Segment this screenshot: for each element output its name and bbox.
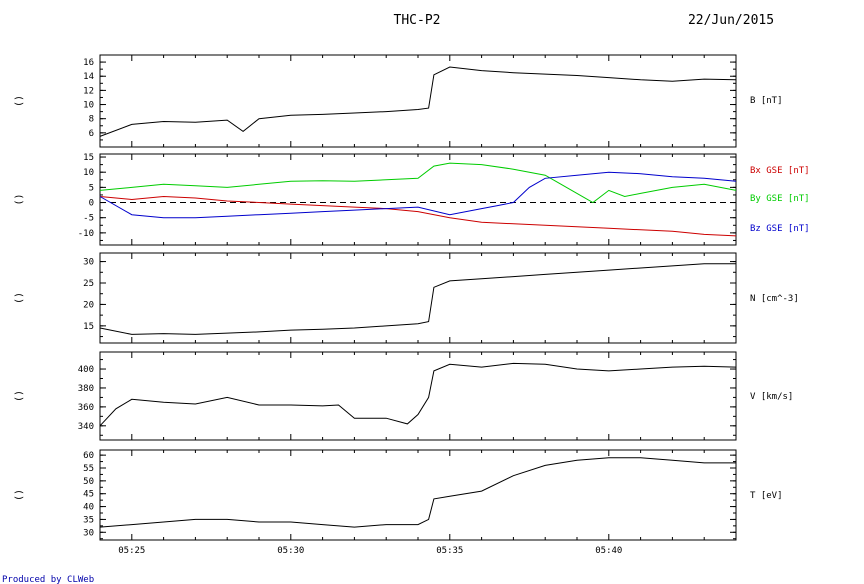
x-tick-label: 05:35 — [436, 546, 463, 556]
y-tick-label: 60 — [83, 451, 94, 461]
x-tick-label: 05:25 — [118, 546, 145, 556]
series-n-cm-3-line — [99, 263, 736, 335]
y-tick-label: 15 — [83, 153, 94, 163]
panel-side-label: () — [14, 292, 25, 304]
y-tick-label: 380 — [78, 384, 94, 394]
y-tick-label: 30 — [83, 528, 94, 538]
series-by-gse-nt-label: By GSE [nT] — [750, 194, 810, 204]
panel-n: 15 20 25 30 () N [cm^-3] — [14, 252, 799, 344]
panel-b: 6 8 10 12 14 16 () B [nT] — [14, 54, 783, 148]
y-tick-label: 8 — [89, 115, 94, 125]
panel-frame — [99, 153, 737, 246]
y-tick-label: 16 — [83, 58, 94, 68]
y-tick-label: 340 — [78, 422, 94, 432]
y-tick-label: -5 — [83, 214, 94, 224]
panel-side-label: () — [14, 489, 25, 501]
y-tick-label: 5 — [89, 183, 94, 193]
series-bx-gse-nt-line — [99, 195, 737, 237]
y-tick-label: 14 — [83, 72, 94, 82]
panel-side-label: () — [14, 390, 25, 402]
y-tick-label: 40 — [83, 503, 94, 513]
y-tick-label: 10 — [83, 101, 94, 111]
series-by-gse-nt-line — [99, 162, 737, 204]
panel-side-label: () — [14, 95, 25, 107]
panel-b-gse: -10 -5 0 5 10 15 () Bx GSE [nT] By GSE [nT] Bz GS… — [14, 153, 810, 246]
panels: 6 8 10 12 14 16 () B [nT] -10 -5 0 5 10 15 () Bx GSE [n… — [14, 54, 810, 556]
series-b-nt-label: B [nT] — [750, 96, 783, 106]
panel-t: 30 35 40 45 50 55 60 () T [eV] 05:25 05:30 05:35 05:… — [14, 449, 783, 556]
series-v-km-s-label: V [km/s] — [750, 392, 793, 402]
series-t-ev-line — [99, 457, 736, 528]
y-tick-label: 15 — [83, 322, 94, 332]
y-tick-label: 10 — [83, 168, 94, 178]
x-tick-label: 05:30 — [277, 546, 304, 556]
series-b-nt-line — [99, 66, 737, 137]
figure-title: THC-P2 — [394, 13, 441, 28]
y-tick-label: 30 — [83, 258, 94, 268]
y-tick-label: 35 — [83, 515, 94, 525]
panel-frame — [99, 54, 737, 148]
y-tick-label: -10 — [78, 229, 94, 239]
y-tick-label: 360 — [78, 403, 94, 413]
y-tick-label: 20 — [83, 300, 94, 310]
y-tick-label: 55 — [83, 464, 94, 474]
y-tick-label: 400 — [78, 365, 94, 375]
panel-frame — [99, 449, 737, 541]
series-t-ev-label: T [eV] — [750, 491, 783, 501]
y-tick-label: 0 — [89, 199, 94, 209]
y-tick-label: 6 — [89, 129, 94, 139]
panel-side-label: () — [14, 193, 25, 205]
panel-frame — [99, 351, 737, 441]
y-tick-label: 45 — [83, 490, 94, 500]
y-tick-label: 50 — [83, 477, 94, 487]
y-tick-label: 12 — [83, 86, 94, 96]
series-bx-gse-nt-label: Bx GSE [nT] — [750, 166, 810, 176]
series-bz-gse-nt-line — [99, 171, 737, 219]
panel-frame — [99, 252, 737, 344]
y-tick-label: 25 — [83, 279, 94, 289]
series-n-cm-3-label: N [cm^-3] — [750, 294, 799, 304]
x-tick-label: 05:40 — [595, 546, 622, 556]
series-bz-gse-nt-label: Bz GSE [nT] — [750, 224, 810, 234]
credit-text: Produced by CLWeb — [2, 575, 94, 584]
panel-v: 340 360 380 400 () V [km/s] — [14, 351, 793, 441]
figure-date: 22/Jun/2015 — [688, 13, 774, 28]
series-v-km-s-line — [99, 362, 737, 427]
